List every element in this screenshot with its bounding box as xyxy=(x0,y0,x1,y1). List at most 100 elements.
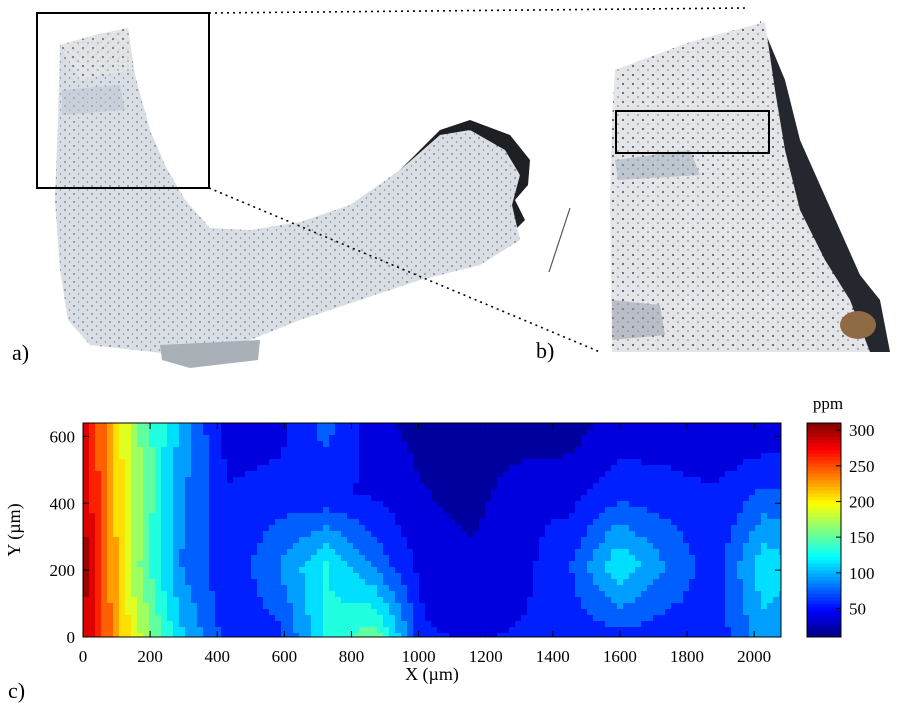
heatmap-cell xyxy=(239,609,246,616)
heatmap-cell xyxy=(317,633,324,638)
heatmap-cell xyxy=(647,591,654,598)
heatmap-cell xyxy=(347,423,354,430)
heatmap-cell xyxy=(461,591,468,598)
heatmap-cell xyxy=(281,579,288,586)
heatmap-cell xyxy=(563,453,570,460)
heatmap-cell xyxy=(251,609,258,616)
heatmap-cell xyxy=(737,471,744,478)
heatmap-cell xyxy=(263,453,270,460)
colorbar-swatch xyxy=(807,503,841,507)
heatmap-cell xyxy=(413,447,420,454)
heatmap-cell xyxy=(359,597,366,604)
heatmap-cell xyxy=(395,597,402,604)
heatmap-cell xyxy=(347,537,354,544)
heatmap-cell xyxy=(179,435,186,442)
heatmap-cell xyxy=(701,483,708,490)
heatmap-cell xyxy=(497,561,504,568)
heatmap-cell xyxy=(533,489,540,496)
heatmap-cell xyxy=(713,483,720,490)
heatmap-cell xyxy=(311,465,318,472)
heatmap-cell xyxy=(623,507,630,514)
heatmap-cell xyxy=(701,555,708,562)
heatmap-cell xyxy=(353,531,360,538)
heatmap-cell xyxy=(599,603,606,610)
heatmap-cell xyxy=(359,495,366,502)
heatmap-cell xyxy=(149,537,156,544)
heatmap-cell xyxy=(371,447,378,454)
heatmap-cell xyxy=(407,549,414,556)
heatmap-cell xyxy=(275,435,282,442)
heatmap-cell xyxy=(605,609,612,616)
heatmap-cell xyxy=(173,453,180,460)
heatmap-cell xyxy=(647,513,654,520)
heatmap-cell xyxy=(755,501,762,508)
heatmap-cell xyxy=(527,537,534,544)
heatmap-cell xyxy=(395,519,402,526)
heatmap-cell xyxy=(185,621,192,628)
heatmap-cell xyxy=(581,567,588,574)
colorbar-swatch xyxy=(807,596,841,601)
heatmap-cell xyxy=(533,519,540,526)
heatmap-cell xyxy=(125,459,132,466)
heatmap-cell xyxy=(401,501,408,508)
heatmap-cell xyxy=(599,507,606,514)
heatmap-cell xyxy=(647,519,654,526)
heatmap-cell xyxy=(665,633,672,638)
heatmap-cell xyxy=(389,627,396,634)
heatmap-cell xyxy=(491,609,498,616)
heatmap-cell xyxy=(767,633,774,638)
heatmap-cell xyxy=(89,507,96,514)
heatmap-cell xyxy=(335,627,342,634)
heatmap-cell xyxy=(533,543,540,550)
heatmap-cell xyxy=(353,627,360,634)
heatmap-cell xyxy=(323,531,330,538)
heatmap-cell xyxy=(137,543,144,550)
heatmap-cell xyxy=(425,591,432,598)
heatmap-cell xyxy=(311,459,318,466)
heatmap-cell xyxy=(551,627,558,634)
heatmap-cell xyxy=(155,567,162,574)
heatmap-cell xyxy=(779,471,782,478)
heatmap-cell xyxy=(269,615,276,622)
heatmap-cell xyxy=(281,627,288,634)
heatmap-cell xyxy=(311,441,318,448)
heatmap-cell xyxy=(305,591,312,598)
heatmap-cell xyxy=(317,543,324,550)
heatmap-cell xyxy=(563,477,570,484)
heatmap-cell xyxy=(731,561,738,568)
heatmap-cell xyxy=(647,549,654,556)
heatmap-cell xyxy=(443,591,450,598)
heatmap-cell xyxy=(701,489,708,496)
heatmap-cell xyxy=(749,471,756,478)
heatmap-cell xyxy=(413,471,420,478)
heatmap-cell xyxy=(365,621,372,628)
heatmap-cell xyxy=(209,609,216,616)
heatmap-cell xyxy=(695,621,702,628)
heatmap-cell xyxy=(659,573,666,580)
heatmap-cell xyxy=(245,441,252,448)
heatmap-cell xyxy=(593,435,600,442)
heatmap-cell xyxy=(773,561,780,568)
heatmap-cell xyxy=(95,633,102,638)
heatmap-cell xyxy=(683,513,690,520)
heatmap-cell xyxy=(449,531,456,538)
heatmap-cell xyxy=(341,549,348,556)
heatmap-cell xyxy=(689,609,696,616)
heatmap-cell xyxy=(473,429,480,436)
heatmap-cell xyxy=(635,567,642,574)
heatmap-cell xyxy=(245,519,252,526)
heatmap-cell xyxy=(695,561,702,568)
heatmap-cell xyxy=(389,597,396,604)
heatmap-cell xyxy=(521,459,528,466)
heatmap-cell xyxy=(455,579,462,586)
heatmap-cell xyxy=(773,501,780,508)
heatmap-cell xyxy=(689,453,696,460)
heatmap-cell xyxy=(323,465,330,472)
heatmap-cell xyxy=(269,585,276,592)
x-axis-label: X (µm) xyxy=(405,664,459,685)
heatmap-cell xyxy=(593,531,600,538)
heatmap-cell xyxy=(389,555,396,562)
heatmap-cell xyxy=(599,549,606,556)
heatmap-cell xyxy=(89,537,96,544)
heatmap-cell xyxy=(617,429,624,436)
